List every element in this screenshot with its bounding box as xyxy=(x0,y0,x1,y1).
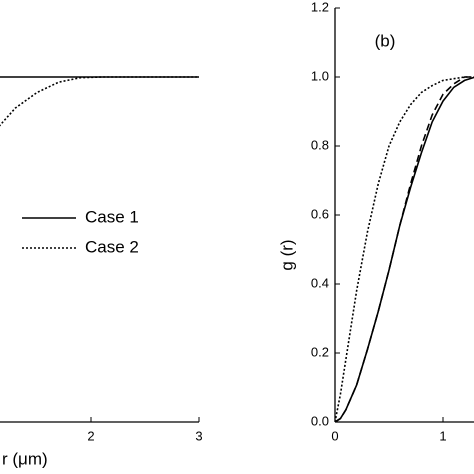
y-tick-label: 0.6 xyxy=(311,206,329,221)
x-tick-label: 1 xyxy=(439,428,446,443)
y-tick-label: 1.2 xyxy=(311,0,329,14)
series-line xyxy=(335,76,474,422)
legend-label: Case 1 xyxy=(85,207,139,226)
x-axis-label: r (μm) xyxy=(2,449,48,468)
series-line xyxy=(335,76,474,422)
y-tick-label: 0.2 xyxy=(311,344,329,359)
y-tick-label: 0.4 xyxy=(311,275,329,290)
y-tick-label: 0.0 xyxy=(311,413,329,428)
x-tick-label: 0 xyxy=(331,428,338,443)
x-tick-label: 3 xyxy=(195,428,202,443)
y-tick-label: 0.8 xyxy=(311,137,329,152)
y-axis-label: g (r) xyxy=(277,239,296,270)
legend-label: Case 2 xyxy=(85,237,139,256)
series-line xyxy=(335,76,474,422)
x-tick-label: 2 xyxy=(87,428,94,443)
panel-label: (b) xyxy=(375,31,396,50)
y-tick-label: 1.0 xyxy=(311,68,329,83)
series-line xyxy=(0,76,199,127)
